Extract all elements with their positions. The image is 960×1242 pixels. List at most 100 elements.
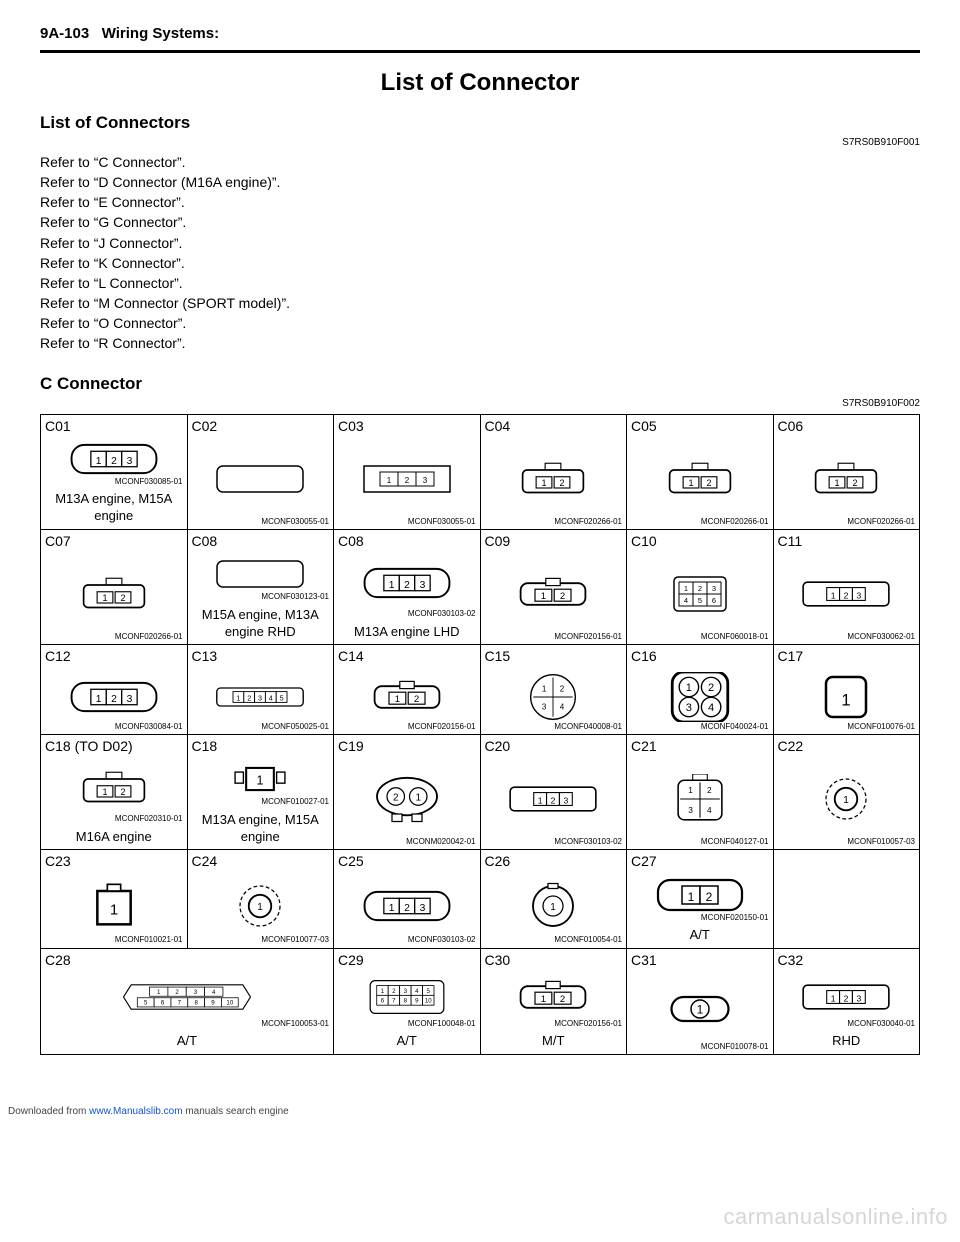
svg-text:4: 4 (560, 702, 565, 711)
connector-diagram: 1234 (627, 757, 773, 837)
svg-text:3: 3 (419, 903, 425, 914)
svg-text:2: 2 (707, 785, 712, 795)
connector-caption: A/T (334, 1031, 480, 1054)
connector-code: MCONF020156-01 (334, 722, 480, 734)
connector-label: C02 (188, 415, 334, 437)
connector-cell: C151234MCONF040008-01 (480, 645, 627, 735)
svg-text:2: 2 (706, 478, 711, 488)
connector-label: C27 (627, 850, 773, 872)
connector-cell: C08123MCONF030103-02M13A engine LHD (334, 530, 481, 645)
svg-text:4: 4 (269, 693, 273, 702)
connector-diagram: 123456 (627, 552, 773, 632)
connector-label: C29 (334, 949, 480, 971)
connector-diagram: 12 (334, 668, 480, 722)
connector-code: MCONF020156-01 (481, 632, 627, 644)
svg-text:3: 3 (564, 795, 569, 805)
svg-text:3: 3 (423, 476, 428, 485)
connector-label: C18 (TO D02) (41, 735, 187, 757)
svg-text:3: 3 (857, 590, 862, 600)
connector-diagram: 12 (774, 437, 920, 517)
svg-text:1: 1 (257, 774, 264, 788)
svg-text:1: 1 (380, 988, 384, 995)
svg-text:6: 6 (380, 998, 384, 1005)
svg-text:1: 1 (237, 693, 241, 702)
ref-line: Refer to “E Connector”. (40, 193, 920, 211)
connector-cell: C181MCONF010027-01M13A engine, M15A engi… (187, 735, 334, 850)
svg-text:2: 2 (551, 795, 556, 805)
connector-diagram: 12 (481, 971, 627, 1019)
svg-text:8: 8 (194, 1000, 198, 1007)
footer-link[interactable]: www.Manualslib.com (89, 1106, 182, 1117)
ref-line: Refer to “G Connector”. (40, 213, 920, 231)
connector-diagram: 1 (627, 971, 773, 1042)
connector-code: MCONF020266-01 (627, 517, 773, 529)
connector-diagram: 12 (627, 437, 773, 517)
connector-cell: C1921MCONM020042-01 (334, 735, 481, 850)
svg-text:5: 5 (280, 693, 284, 702)
watermark: carmanualsonline.info (723, 1203, 948, 1232)
svg-text:2: 2 (560, 994, 565, 1005)
connector-label: C23 (41, 850, 187, 872)
connector-code: MCONF050025-01 (188, 722, 334, 734)
svg-text:1: 1 (835, 478, 840, 488)
svg-text:5: 5 (426, 988, 430, 995)
connector-diagram: 12 (481, 552, 627, 632)
svg-text:1: 1 (102, 786, 107, 796)
connector-code: MCONF010077-03 (188, 935, 334, 947)
svg-text:8: 8 (403, 998, 407, 1005)
connector-code: MCONF020150-01 (627, 913, 773, 925)
svg-text:1: 1 (541, 591, 546, 602)
connector-label: C09 (481, 530, 627, 552)
connector-cell: C231MCONF010021-01 (41, 850, 188, 948)
header: 9A-103 Wiring Systems: (40, 24, 920, 44)
connector-caption: A/T (627, 925, 773, 948)
ref-line: Refer to “R Connector”. (40, 334, 920, 352)
connector-label: C19 (334, 735, 480, 757)
connector-diagram: 123 (334, 437, 480, 517)
connector-code: MCONF020266-01 (41, 632, 187, 644)
connector-diagram: 1 (774, 668, 920, 722)
connector-code: MCONF010078-01 (627, 1042, 773, 1054)
connector-code: MCONF010054-01 (481, 935, 627, 947)
connector-diagram: 1 (41, 873, 187, 936)
svg-text:6: 6 (161, 1000, 165, 1007)
connector-label: C21 (627, 735, 773, 757)
svg-text:6: 6 (712, 596, 716, 605)
connector-cell: C171MCONF010076-01 (773, 645, 920, 735)
svg-text:4: 4 (684, 596, 688, 605)
svg-text:2: 2 (393, 792, 399, 803)
connector-diagram: 1234 (627, 668, 773, 722)
connector-diagram: 1 (188, 757, 334, 797)
connector-cell: C161234MCONF040024-01 (627, 645, 774, 735)
connector-code: MCONF100048-01 (334, 1019, 480, 1031)
connector-cell: C0612MCONF020266-01 (773, 414, 920, 529)
connector-cell: C0412MCONF020266-01 (480, 414, 627, 529)
connector-label: C12 (41, 645, 187, 667)
connector-code: MCONF010021-01 (41, 935, 187, 947)
connector-code: MCONF030123-01 (188, 592, 334, 604)
connector-label: C16 (627, 645, 773, 667)
connector-code: MCONF030084-01 (41, 722, 187, 734)
svg-text:2: 2 (853, 478, 858, 488)
refs-block: Refer to “C Connector”.Refer to “D Conne… (40, 153, 920, 353)
svg-text:4: 4 (415, 988, 419, 995)
connector-diagram: 1 (481, 873, 627, 936)
svg-text:2: 2 (111, 694, 117, 705)
connector-label: C24 (188, 850, 334, 872)
connector-caption: A/T (41, 1031, 333, 1054)
svg-text:2: 2 (404, 903, 410, 914)
svg-text:2: 2 (120, 786, 125, 796)
footer-prefix: Downloaded from (8, 1106, 89, 1117)
doc-id-2: S7RS0B910F002 (40, 397, 920, 410)
svg-text:2: 2 (708, 682, 714, 694)
svg-text:1: 1 (688, 785, 693, 795)
svg-text:1: 1 (843, 795, 849, 806)
connector-cell: C32123MCONF030040-01RHD (773, 948, 920, 1054)
connector-label: C22 (774, 735, 920, 757)
connector-code: MCONF030040-01 (774, 1019, 920, 1031)
svg-text:5: 5 (144, 1000, 148, 1007)
svg-text:2: 2 (560, 478, 565, 488)
svg-text:3: 3 (258, 693, 262, 702)
svg-text:3: 3 (419, 580, 425, 591)
svg-text:9: 9 (211, 1000, 215, 1007)
